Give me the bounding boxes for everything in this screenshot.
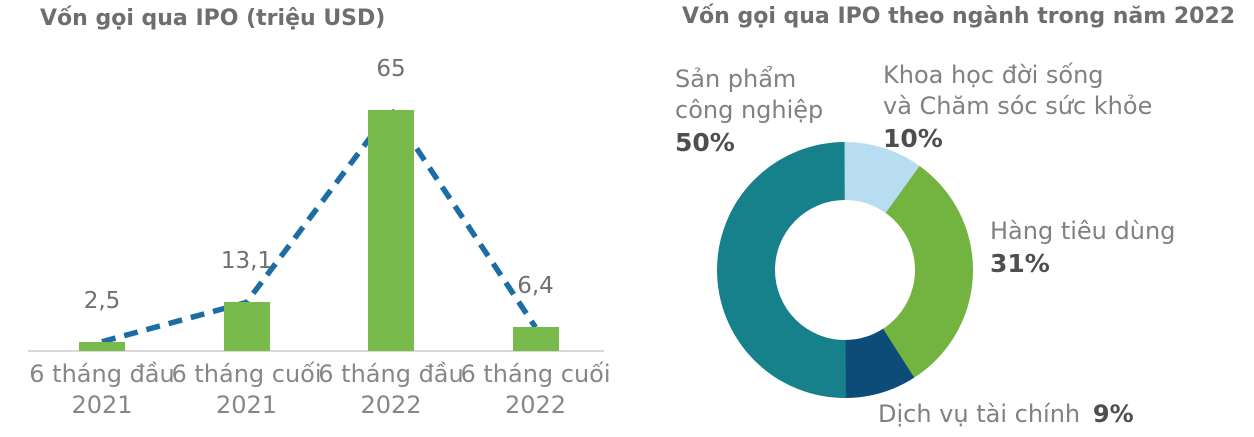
x-category-label: 6 tháng cuối 2022 (460, 360, 611, 419)
donut-chart-title: Vốn gọi qua IPO theo ngành trong năm 202… (682, 4, 1236, 29)
segment-label: Hàng tiêu dùng (990, 217, 1176, 245)
segment-label: Sản phẩm (675, 65, 797, 93)
bar-3 (512, 327, 559, 351)
segment-label: Dịch vụ tài chính (878, 400, 1081, 428)
ipo-donut-chart: Sản phẩm công nghiệp 50% Khoa học đời số… (640, 0, 1254, 437)
bar-0 (79, 341, 125, 351)
segment-label: và Chăm sóc sức khỏe (883, 92, 1153, 120)
bar-chart-title: Vốn gọi qua IPO (triệu USD) (40, 6, 386, 31)
callout-consumer-goods: Hàng tiêu dùng 31% (990, 216, 1175, 281)
bar-value-label: 6,4 (517, 273, 554, 300)
donut-segment-1 (717, 142, 973, 398)
ipo-bar-chart: 2,5 6 tháng đầu 2021 13,1 6 tháng cuối 2021 65… (28, 55, 611, 419)
segment-label: công nghiệp (675, 96, 824, 124)
x-axis-line (28, 350, 604, 352)
spacer (1085, 400, 1093, 428)
segment-label: Khoa học đời sống (883, 61, 1104, 89)
segment-percent: 10% (883, 124, 943, 153)
callout-life-science-healthcare: Khoa học đời sống và Chăm sóc sức khỏe 1… (883, 60, 1152, 156)
donut-ring (717, 142, 973, 398)
bar-2 (368, 109, 414, 351)
bar-value-label: 65 (376, 55, 406, 82)
segment-percent: 9% (1092, 400, 1134, 428)
segment-percent: 31% (990, 249, 1050, 278)
x-category-label: 6 tháng đầu 2022 (318, 360, 464, 419)
callout-industrial-products: Sản phẩm công nghiệp 50% (675, 64, 823, 160)
donut-segment-3 (717, 142, 973, 398)
callout-financial-services: Dịch vụ tài chính 9% (878, 399, 1134, 430)
x-category-label: 6 tháng cuối 2021 (171, 360, 322, 419)
bar-value-label: 2,5 (83, 287, 121, 314)
bar-1 (223, 302, 270, 351)
segment-percent: 50% (675, 128, 735, 157)
x-category-label: 6 tháng đầu 2021 (29, 360, 175, 419)
bar-value-label: 13,1 (220, 248, 273, 275)
